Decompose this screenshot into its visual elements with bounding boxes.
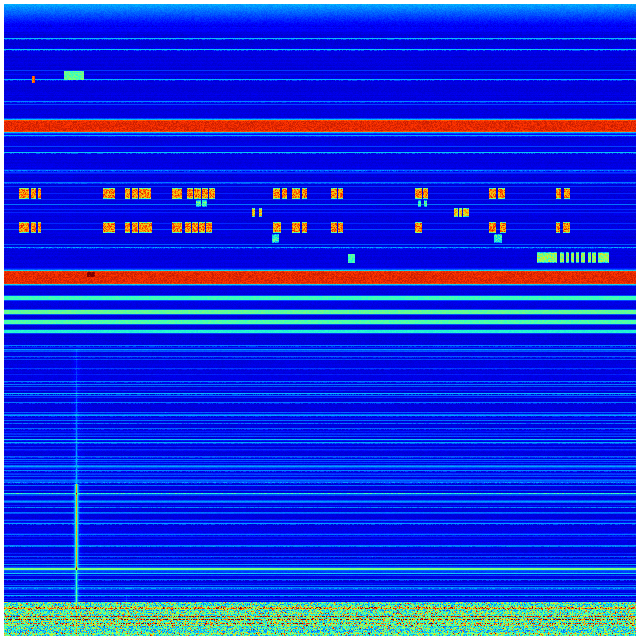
spectrogram-heatmap-canvas[interactable] — [4, 4, 636, 636]
spectrogram-plot-area[interactable] — [4, 4, 636, 636]
